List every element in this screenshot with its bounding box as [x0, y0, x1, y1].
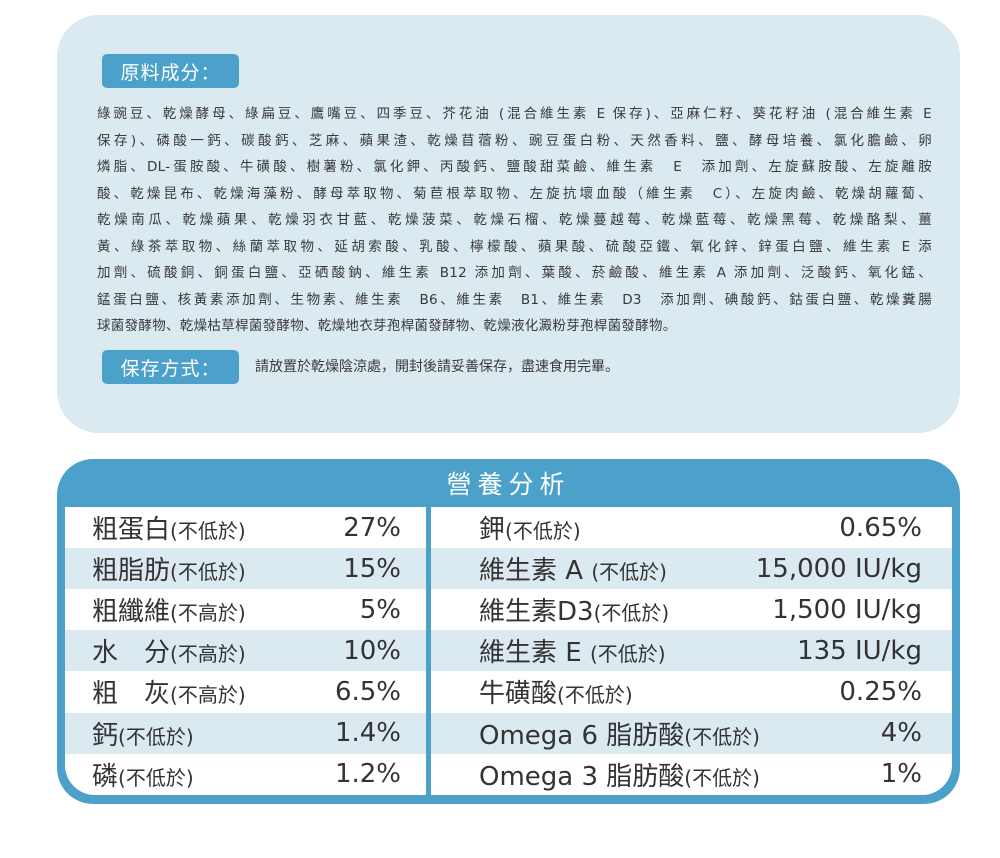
nutrient-name: 磷(不低於) — [92, 756, 194, 793]
nutrient-value: 4% — [880, 718, 922, 749]
nutrient-value: 6.5% — [334, 676, 401, 707]
nutrient-value: 0.65% — [839, 512, 922, 543]
nutrient-label: 牛磺酸 — [479, 679, 558, 710]
nutrient-value: 1,500 IU/kg — [772, 594, 922, 625]
ingredients-list: 綠豌豆、乾燥酵母、綠扁豆、鷹嘴豆、四季豆、芥花油 (混合維生素 E 保存)、亞麻… — [97, 101, 932, 340]
nutrient-qualifier: (不高於) — [170, 642, 246, 667]
ingredients-line: 燐脂、DL-蛋胺酸、牛磺酸、樹薯粉、氯化鉀、丙酸鈣、鹽酸甜菜鹼、維生素 E 添加… — [97, 159, 932, 175]
nutrient-name: 粗纖維(不高於) — [92, 591, 246, 628]
nutrient-qualifier: (不低於) — [557, 683, 633, 708]
nutrient-value: 27% — [343, 512, 401, 543]
nutrition-right-column: 鉀(不低於) 0.65% 維生素 A (不低於) 15,000 IU/kg 維生素D3(… — [431, 507, 952, 795]
nutrient-value: 1% — [880, 759, 922, 790]
nutrient-qualifier: (不高於) — [170, 683, 246, 708]
nutrient-row: Omega 3 脂肪酸(不低於) 1% — [431, 754, 952, 795]
nutrient-row: 維生素 E (不低於) 135 IU/kg — [431, 630, 952, 672]
ingredients-line: 錳蛋白鹽、核黃素添加劑、生物素、維生素 B6、維生素 B1、維生素 D3 添加劑… — [97, 291, 932, 308]
nutrient-value: 15,000 IU/kg — [755, 553, 922, 584]
nutrient-row: 水 分(不高於) 10% — [65, 630, 426, 672]
nutrient-name: 粗蛋白(不低於) — [92, 509, 246, 546]
nutrient-row: 粗脂肪(不低於) 15% — [65, 548, 426, 590]
nutrient-qualifier: (不高於) — [170, 601, 246, 626]
nutrient-name: 維生素D3(不低於) — [479, 591, 669, 628]
nutrient-name: 水 分(不高於) — [92, 632, 246, 669]
nutrient-name: 鉀(不低於) — [479, 509, 581, 546]
nutrient-row: 鈣(不低於) 1.4% — [65, 712, 426, 754]
ingredients-line: 保存)、磷酸一鈣、碳酸鈣、芝麻、蘋果渣、乾燥苜蓿粉、豌豆蛋白粉、天然香料、鹽、酵… — [97, 132, 932, 149]
ingredients-label: 原料成分： — [102, 54, 239, 88]
nutrient-label: 粗纖維 — [92, 597, 171, 628]
nutrient-label: 粗 灰 — [92, 679, 171, 710]
nutrient-name: Omega 6 脂肪酸(不低於) — [479, 715, 760, 752]
nutrient-value: 15% — [343, 553, 401, 584]
nutrient-qualifier: (不低於) — [170, 519, 246, 544]
nutrient-value: 5% — [359, 594, 401, 625]
nutrient-label: 鉀 — [479, 515, 506, 546]
nutrient-value: 1.4% — [334, 718, 401, 749]
nutrient-label: 維生素D3 — [479, 597, 594, 628]
storage-label: 保存方式： — [102, 350, 239, 384]
nutrient-label: 維生素 A — [479, 556, 592, 587]
ingredients-line: 加劑、硫酸銅、銅蛋白鹽、亞硒酸鈉、維生素 B12 添加劑、葉酸、菸鹼酸、維生素 … — [97, 265, 932, 281]
nutrient-name: 鈣(不低於) — [92, 715, 194, 752]
nutrient-qualifier: (不低於) — [505, 519, 581, 544]
nutrient-value: 10% — [343, 635, 401, 666]
nutrient-label: Omega 6 脂肪酸 — [479, 720, 685, 751]
column-divider — [426, 507, 431, 795]
nutrient-qualifier: (不低於) — [593, 601, 670, 626]
nutrient-label: 維生素 E — [479, 638, 590, 669]
nutrient-value: 1.2% — [334, 759, 401, 790]
nutrient-label: 水 分 — [92, 638, 171, 669]
nutrient-row: 磷(不低於) 1.2% — [65, 754, 426, 795]
nutrient-label: 鈣 — [92, 720, 119, 751]
nutrition-left-column: 粗蛋白(不低於) 27% 粗脂肪(不低於) 15% 粗纖維(不高於) 5% 水 分(不高於)… — [65, 507, 426, 795]
nutrient-row: 粗蛋白(不低於) 27% — [65, 507, 426, 548]
nutrient-value: 0.25% — [839, 676, 922, 707]
nutrient-row: 維生素 A (不低於) 15,000 IU/kg — [431, 548, 952, 590]
nutrient-name: 粗脂肪(不低於) — [92, 550, 246, 587]
nutrient-row: Omega 6 脂肪酸(不低於) 4% — [431, 712, 952, 754]
nutrient-name: Omega 3 脂肪酸(不低於) — [479, 756, 760, 793]
ingredients-card: 原料成分： 綠豌豆、乾燥酵母、綠扁豆、鷹嘴豆、四季豆、芥花油 (混合維生素 E … — [57, 15, 960, 433]
nutrient-qualifier: (不低於) — [684, 765, 760, 790]
nutrient-label: Omega 3 脂肪酸 — [479, 761, 685, 792]
nutrient-qualifier: (不低於) — [118, 765, 194, 790]
nutrient-name: 粗 灰(不高於) — [92, 673, 246, 710]
nutrient-qualifier: (不低於) — [589, 642, 666, 667]
nutrient-row: 粗纖維(不高於) 5% — [65, 589, 426, 630]
nutrient-value: 135 IU/kg — [797, 635, 922, 666]
nutrient-row: 粗 灰(不高於) 6.5% — [65, 671, 426, 712]
nutrient-row: 維生素D3(不低於) 1,500 IU/kg — [431, 589, 952, 630]
nutrient-row: 鉀(不低於) 0.65% — [431, 507, 952, 548]
ingredients-line: 黃、綠茶萃取物、絲蘭萃取物、延胡索酸、乳酸、檸檬酸、蘋果酸、硫酸亞鐵、氧化鋅、鋅… — [97, 238, 932, 255]
nutrient-qualifier: (不低於) — [170, 560, 246, 585]
nutrient-qualifier: (不低於) — [684, 724, 760, 749]
nutrient-row: 牛磺酸(不低於) 0.25% — [431, 671, 952, 712]
nutrient-label: 磷 — [92, 761, 119, 792]
nutrient-label: 粗蛋白 — [92, 515, 171, 546]
nutrient-qualifier: (不低於) — [591, 560, 667, 585]
nutrition-title: 營養分析 — [446, 470, 571, 499]
nutrient-label: 粗脂肪 — [92, 556, 171, 587]
nutrient-name: 維生素 E (不低於) — [479, 632, 666, 669]
storage-text: 請放置於乾燥陰涼處，開封後請妥善保存，盡速食用完畢。 — [255, 359, 619, 375]
nutrient-name: 牛磺酸(不低於) — [479, 673, 633, 710]
ingredients-line: 乾燥南瓜、乾燥蘋果、乾燥羽衣甘藍、乾燥菠菜、乾燥石榴、乾燥蔓越莓、乾燥藍莓、乾燥… — [97, 212, 932, 228]
nutrition-table: 粗蛋白(不低於) 27% 粗脂肪(不低於) 15% 粗纖維(不高於) 5% 水 分(不高於)… — [65, 507, 952, 795]
ingredients-line: 綠豌豆、乾燥酵母、綠扁豆、鷹嘴豆、四季豆、芥花油 (混合維生素 E 保存)、亞麻… — [97, 106, 932, 122]
ingredients-line: 球菌發酵物、乾燥枯草桿菌發酵物、乾燥地衣芽孢桿菌發酵物、乾燥液化澱粉芽孢桿菌發酵… — [97, 318, 677, 334]
nutrition-card: 營養分析 粗蛋白(不低於) 27% 粗脂肪(不低於) 15% 粗纖維(不高於) 5% 水 分… — [57, 459, 960, 804]
nutrient-name: 維生素 A (不低於) — [479, 550, 667, 587]
ingredients-line: 酸、乾燥昆布、乾燥海藻粉、酵母萃取物、菊苣根萃取物、左旋抗壞血酸（維生素 C）、… — [97, 185, 932, 202]
nutrient-qualifier: (不低於) — [118, 724, 194, 749]
